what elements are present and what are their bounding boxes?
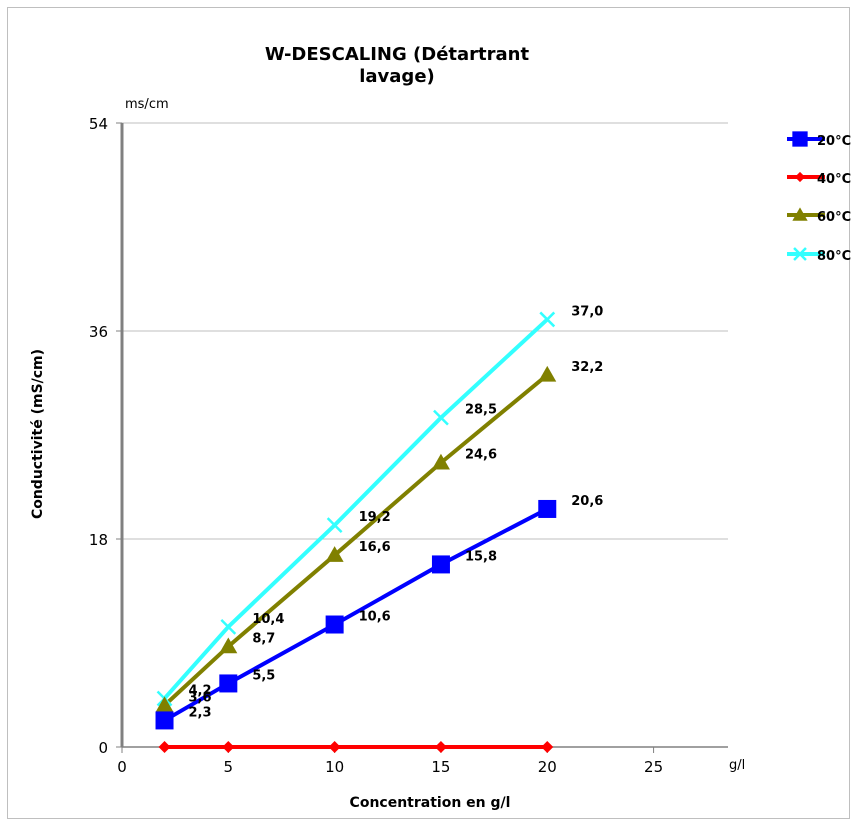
data-label-60°C-2: 3,6 <box>189 690 212 705</box>
data-label-80°C-2: 4,2 <box>189 683 212 698</box>
y-tick-label-18: 18 <box>89 531 108 549</box>
point-60°C-5 <box>219 637 238 654</box>
x-tick-label-0: 0 <box>117 758 127 776</box>
point-20°C-10 <box>325 615 344 634</box>
x-tick-label-10: 10 <box>325 758 344 776</box>
chart-frame <box>7 7 850 819</box>
point-20°C-5 <box>219 674 238 693</box>
legend-marker-80°C <box>793 247 807 261</box>
point-80°C-10-stroke-b <box>326 517 343 534</box>
point-20°C-15 <box>431 555 450 574</box>
point-40°C-20 <box>541 741 554 753</box>
x-axis-title: Concentration en g/l <box>350 795 511 811</box>
data-label-80°C-5: 10,4 <box>252 612 284 627</box>
data-label-80°C-20: 37,0 <box>571 304 603 319</box>
data-label-20°C-20: 20,6 <box>571 494 603 509</box>
y-tick-label-54: 54 <box>89 115 108 133</box>
chart-title-line1: W-DESCALING (Détartrant <box>265 44 530 65</box>
point-80°C-15-stroke-b <box>433 409 449 426</box>
series-line-80°C <box>163 317 549 700</box>
x-tick-label-5: 5 <box>224 758 234 776</box>
point-60°C-2 <box>155 696 174 713</box>
legend-label-60°C: 60°C <box>817 210 851 225</box>
legend-marker-40°C <box>794 171 806 183</box>
point-60°C-15 <box>431 453 450 470</box>
legend-marker-20°C <box>792 131 808 147</box>
point-40°C-10 <box>328 741 341 753</box>
x-tick-label-20: 20 <box>538 758 557 776</box>
point-20°C-2 <box>155 711 174 730</box>
data-label-20°C-15: 15,8 <box>465 549 497 564</box>
chart-title-line2: lavage) <box>359 66 435 87</box>
data-label-60°C-5: 8,7 <box>252 631 275 646</box>
data-label-80°C-15: 28,5 <box>465 403 497 418</box>
point-80°C-10 <box>326 517 343 534</box>
point-40°C-5 <box>222 741 235 753</box>
y-unit-label: ms/cm <box>125 97 169 112</box>
gridlines <box>122 122 728 540</box>
legend-marker-60°C <box>792 207 808 221</box>
legend-label-40°C: 40°C <box>817 172 851 187</box>
y-tick-label-36: 36 <box>89 323 108 341</box>
x-tick-label-15: 15 <box>431 758 450 776</box>
point-60°C-20 <box>538 365 557 382</box>
point-40°C-15 <box>434 741 447 753</box>
data-label-20°C-2: 2,3 <box>189 705 212 720</box>
point-60°C-10 <box>325 546 344 562</box>
legend-label-20°C: 20°C <box>817 134 851 149</box>
y-tick-label-0: 0 <box>98 739 108 757</box>
point-20°C-20 <box>538 499 557 518</box>
data-label-60°C-10: 16,6 <box>359 540 391 555</box>
data-label-20°C-5: 5,5 <box>252 668 275 683</box>
data-label-20°C-10: 10,6 <box>359 610 391 625</box>
data-label-80°C-10: 19,2 <box>359 510 391 525</box>
x-tick-label-25: 25 <box>644 758 663 776</box>
y-axis-title: Conductivité (mS/cm) <box>30 349 46 519</box>
legend-marker-80°C-stroke-b <box>793 247 807 261</box>
x-unit-label: g/l <box>729 758 745 773</box>
point-80°C-15 <box>433 409 449 426</box>
data-labels: 2,3 5,5 10,6 15,8 20,6 3,6 8,7 16,6 24,6 32,2 4,2 1… <box>189 304 604 720</box>
data-label-60°C-20: 32,2 <box>571 360 603 375</box>
point-80°C-20-stroke-b <box>539 311 556 328</box>
legend: 20°C 40°C 60°C 80°C <box>787 131 851 264</box>
tick-labels: 0 18 36 54 0 5 10 15 20 25 <box>89 115 663 776</box>
point-80°C-20 <box>539 311 556 328</box>
legend-label-80°C: 80°C <box>817 249 851 264</box>
point-40°C-2 <box>158 741 171 753</box>
series-markers <box>155 311 557 753</box>
point-80°C-5-stroke-b <box>220 618 237 635</box>
point-80°C-5 <box>220 618 237 635</box>
data-label-60°C-15: 24,6 <box>465 448 497 463</box>
